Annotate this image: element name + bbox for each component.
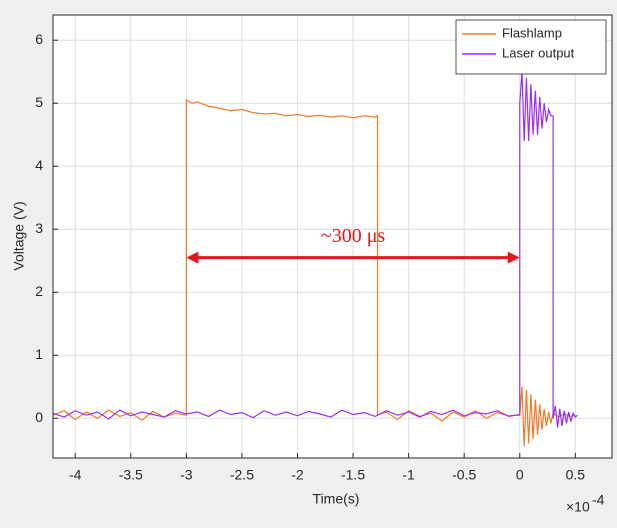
y-tick-label: 4: [35, 157, 43, 173]
x-tick-label: -1: [402, 467, 415, 483]
x-tick-label: -2.5: [230, 467, 254, 483]
y-axis-label: Voltage (V): [11, 201, 27, 270]
x-tick-label: -2: [291, 467, 304, 483]
grid: [53, 15, 612, 458]
x-tick-label: -1.5: [341, 467, 365, 483]
x-axis-label: Time(s): [313, 491, 360, 507]
y-tick-label: 0: [35, 409, 43, 425]
y-tick-label: 2: [35, 283, 43, 299]
y-tick-label: 3: [35, 220, 43, 236]
series-lines: [52, 71, 578, 447]
arrow-head: [507, 251, 520, 264]
x-tick-label: 0: [516, 467, 524, 483]
legend-box: [455, 19, 607, 75]
annotation-text: ~300 μs: [321, 225, 386, 247]
x-exponent-base: ×10: [566, 499, 590, 515]
y-tick-label: 6: [35, 31, 43, 47]
x-tick-label: -3: [180, 467, 193, 483]
x-tick-label: -0.5: [452, 467, 476, 483]
x-exponent-power: -4: [592, 492, 605, 508]
y-tick-label: 1: [35, 346, 43, 362]
arrow-head: [186, 251, 199, 264]
y-tick-label: 5: [35, 94, 43, 110]
plot-area: [53, 15, 612, 458]
plot-frame: [52, 14, 613, 459]
series-line: [52, 99, 576, 447]
x-tick-label: 0.5: [566, 467, 586, 483]
x-tick-label: -3.5: [119, 467, 143, 483]
series-line: [52, 71, 578, 428]
legend: Flashlamp Laser output: [455, 19, 607, 75]
overlay: ~300 μs: [53, 39, 576, 458]
legend-label: Laser output: [502, 45, 575, 60]
legend-label: Flashlamp: [502, 25, 562, 40]
x-tick-label: -4: [69, 467, 82, 483]
